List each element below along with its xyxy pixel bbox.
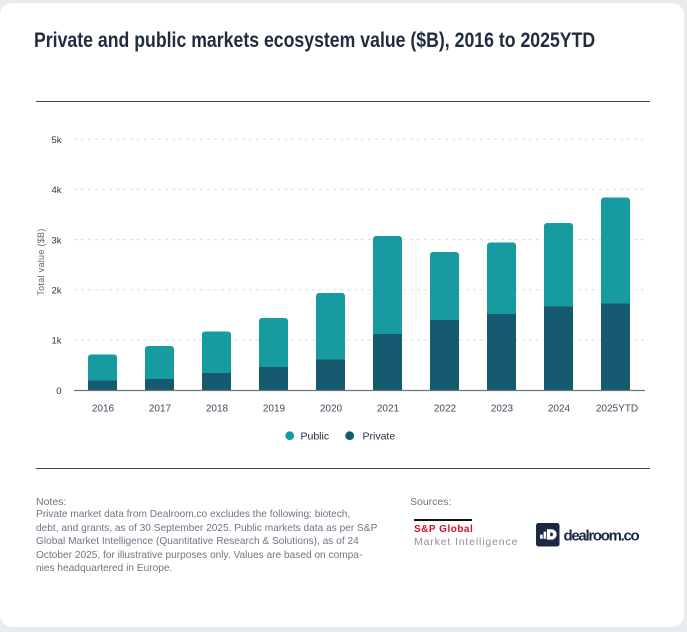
svg-text:Total value ($B): Total value ($B) xyxy=(36,228,46,295)
svg-text:2017: 2017 xyxy=(149,404,172,415)
svg-text:4k: 4k xyxy=(51,185,61,196)
svg-text:2021: 2021 xyxy=(377,404,400,415)
svg-text:2024: 2024 xyxy=(548,404,571,415)
svg-text:2k: 2k xyxy=(51,286,61,297)
svg-text:dealroom.co: dealroom.co xyxy=(564,527,640,544)
svg-text:Public: Public xyxy=(301,430,330,442)
svg-text:5k: 5k xyxy=(51,135,61,146)
svg-text:2020: 2020 xyxy=(320,404,343,415)
svg-text:2023: 2023 xyxy=(491,404,514,415)
svg-text:2019: 2019 xyxy=(263,404,286,415)
svg-text:2022: 2022 xyxy=(434,404,457,415)
svg-text:Private: Private xyxy=(363,430,396,442)
svg-text:2025YTD: 2025YTD xyxy=(596,404,638,415)
svg-text:2016: 2016 xyxy=(92,404,115,415)
svg-text:1k: 1k xyxy=(51,336,61,347)
svg-text:0: 0 xyxy=(56,386,61,397)
svg-text:3k: 3k xyxy=(51,235,61,246)
svg-text:2018: 2018 xyxy=(206,404,229,415)
